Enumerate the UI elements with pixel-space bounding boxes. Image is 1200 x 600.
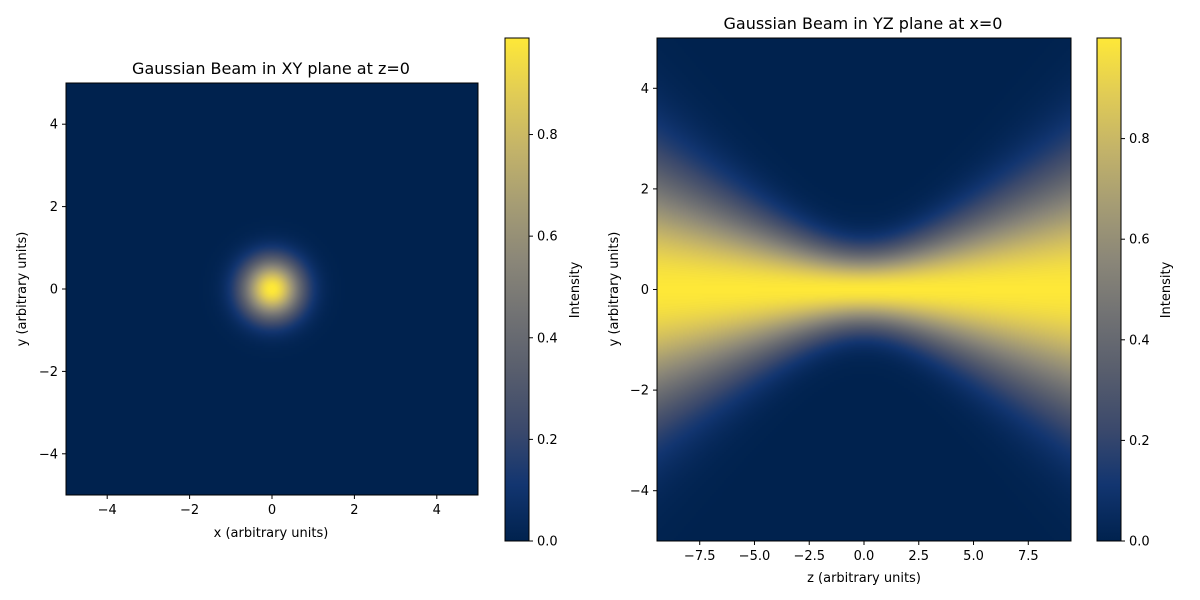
x-tick-label: −2 — [180, 503, 199, 518]
x-axis-label: z (arbitrary units) — [807, 571, 921, 586]
colorbar-frame — [1096, 37, 1122, 542]
colorbar — [505, 38, 529, 541]
colorbar-tick-label: 0.2 — [537, 433, 558, 448]
colorbar-axis: 0.0 0.2 0.4 0.6 0.8 — [1121, 132, 1150, 550]
x-tick-label: −2.5 — [793, 549, 825, 564]
y-tick-label: −4 — [39, 447, 58, 462]
colorbar-tick-label: 0.4 — [537, 331, 558, 346]
y-tick-label: 0 — [641, 283, 649, 298]
x-tick-label: 2 — [350, 503, 358, 518]
colorbar-tick-label: 0.6 — [1129, 233, 1150, 248]
colorbar-axis: 0.0 0.2 0.4 0.6 0.8 — [529, 128, 558, 550]
x-tick-label: 0.0 — [854, 549, 875, 564]
colorbar-label: Intensity — [1159, 261, 1174, 318]
y-axis: −4 −2 0 2 4 — [630, 82, 657, 499]
colorbar-tick-label: 0.8 — [537, 128, 558, 143]
y-axis-label: y (arbitrary units) — [607, 232, 622, 347]
y-tick-label: 2 — [50, 200, 58, 215]
x-tick-label: 0 — [268, 503, 276, 518]
x-tick-label: −5.0 — [739, 549, 771, 564]
colorbar-tick-label: 0.0 — [537, 535, 558, 550]
x-tick-label: 5.0 — [963, 549, 984, 564]
chart-title: Gaussian Beam in YZ plane at x=0 — [724, 14, 1003, 33]
x-tick-label: 7.5 — [1018, 549, 1039, 564]
chart-panel-yz: Gaussian Beam in YZ plane at x=0 −7.5 −5.… — [607, 14, 1174, 586]
colorbar-tick-label: 0.0 — [1129, 535, 1150, 550]
colorbar — [1097, 38, 1121, 541]
x-tick-label: −4 — [98, 503, 117, 518]
chart-panel-xy: Gaussian Beam in XY plane at z=0 −4 −2 0 2 4… — [15, 37, 583, 550]
x-tick-label: −7.5 — [684, 549, 716, 564]
colorbar-tick-label: 0.8 — [1129, 132, 1150, 147]
x-tick-label: 4 — [433, 503, 441, 518]
colorbar-label: Intensity — [568, 261, 583, 318]
x-tick-label: 2.5 — [908, 549, 929, 564]
colorbar-tick-label: 0.6 — [537, 230, 558, 245]
colorbar-tick-label: 0.2 — [1129, 434, 1150, 449]
colorbar-frame — [504, 37, 530, 542]
y-axis-label: y (arbitrary units) — [15, 232, 30, 347]
y-tick-label: 4 — [641, 82, 649, 97]
y-axis: −4 −2 0 2 4 — [39, 118, 66, 462]
x-axis-label: x (arbitrary units) — [214, 526, 329, 541]
x-axis: −4 −2 0 2 4 — [98, 495, 441, 518]
heatmap-image — [657, 38, 1071, 541]
y-tick-label: −2 — [630, 384, 649, 399]
y-tick-label: −2 — [39, 365, 58, 380]
y-tick-label: 4 — [50, 118, 58, 133]
heatmap-image — [66, 83, 478, 495]
y-tick-label: 2 — [641, 182, 649, 197]
x-axis: −7.5 −5.0 −2.5 0.0 2.5 5.0 7.5 — [684, 541, 1039, 564]
y-tick-label: −4 — [630, 484, 649, 499]
y-tick-label: 0 — [50, 283, 58, 298]
colorbar-tick-label: 0.4 — [1129, 333, 1150, 348]
chart-title: Gaussian Beam in XY plane at z=0 — [132, 59, 410, 78]
